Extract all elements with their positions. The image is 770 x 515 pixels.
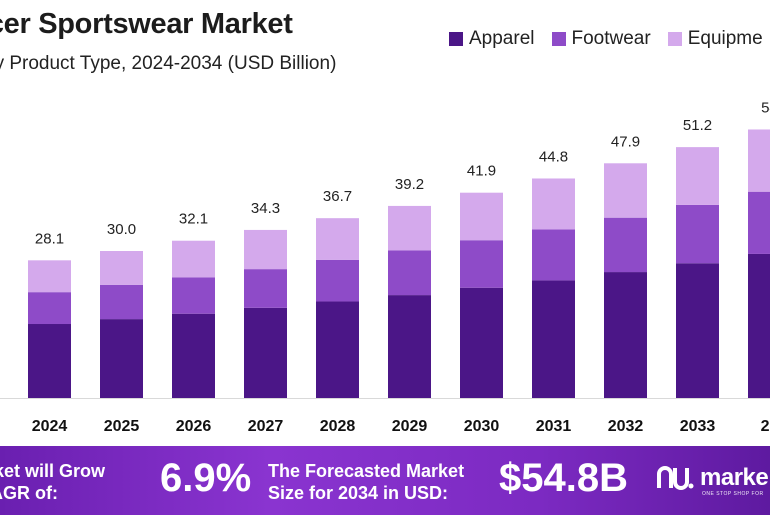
bar-apparel-2025: [100, 319, 143, 398]
legend: Apparel Footwear Equipme: [449, 28, 770, 50]
forecast-caption-line1: The Forecasted Market: [268, 461, 465, 481]
bar-apparel-2032: [604, 272, 647, 398]
chart-title: ccer Sportswear Market: [0, 8, 293, 40]
bar-apparel-20: [748, 253, 770, 398]
legend-swatch-apparel: [449, 32, 463, 46]
bar-footwear-2033: [676, 204, 719, 264]
bar-equipme-2031: [532, 178, 575, 230]
bar-footwear-2032: [604, 217, 647, 273]
bar-apparel-2024: [28, 324, 71, 398]
bar-footwear-2028: [316, 259, 359, 302]
x-tick-label-2029: 2029: [392, 418, 428, 435]
total-label-2032: 47.9: [611, 133, 640, 150]
bar-equipme-2025: [100, 251, 143, 285]
legend-item-footwear: Footwear: [551, 28, 651, 50]
total-label-2026: 32.1: [179, 211, 208, 228]
legend-label-apparel: Apparel: [469, 28, 535, 49]
brand-logo-text: marke: [700, 464, 769, 491]
x-tick-label-2031: 2031: [536, 418, 572, 435]
forecast-value: $54.8B: [499, 456, 628, 500]
bar-footwear-2030: [460, 240, 503, 288]
x-tick-label-2025: 2025: [104, 418, 140, 435]
cagr-caption: Market will Grow e CAGR of:: [0, 460, 105, 504]
x-tick-label-2024: 2024: [32, 418, 68, 435]
bar-equipme-2024: [28, 260, 71, 293]
total-label-2029: 39.2: [395, 176, 424, 193]
legend-item-equipment: Equipme: [667, 28, 763, 50]
legend-item-apparel: Apparel: [449, 28, 535, 50]
bar-footwear-20: [748, 191, 770, 254]
total-label-2033: 51.2: [683, 117, 712, 134]
bar-equipme-2033: [676, 147, 719, 205]
cagr-caption-line1: Market will Grow: [0, 461, 106, 481]
total-label-2030: 41.9: [467, 163, 496, 180]
bar-equipme-2028: [316, 218, 359, 260]
x-tick-label-2028: 2028: [320, 418, 356, 435]
x-tick-label-2032: 2032: [608, 418, 644, 435]
cagr-caption-line2: e CAGR of:: [0, 483, 58, 503]
total-label-2028: 36.7: [323, 188, 352, 205]
total-label-2027: 34.3: [251, 200, 280, 217]
legend-label-equipment: Equipme: [687, 28, 763, 49]
bar-equipme-2026: [172, 240, 215, 278]
x-tick-label-2030: 2030: [464, 418, 500, 435]
bar-footwear-2026: [172, 277, 215, 314]
bar-footwear-2031: [532, 229, 575, 281]
forecast-caption: The Forecasted Market Size for 2034 in U…: [268, 460, 464, 504]
legend-swatch-footwear: [551, 32, 566, 46]
x-tick-label-20: 20: [761, 418, 770, 435]
bar-apparel-2031: [532, 280, 575, 398]
brand-logo-icon: [657, 466, 694, 490]
x-tick-label-2033: 2033: [680, 418, 716, 435]
chart-subtitle: by Product Type, 2024-2034 (USD Billion): [0, 53, 337, 74]
brand-logo-tagline: ONE STOP SHOP FOR: [702, 491, 764, 497]
bar-chart: 28.1 2024 30.0 2025 32.1 2026 34.3 2027 36.7 2028…: [0, 99, 770, 435]
bar-equipme-2027: [244, 229, 287, 270]
bar-apparel-2028: [316, 301, 359, 398]
bar-equipme-2030: [460, 192, 503, 241]
brand-logo: marke ONE STOP SHOP FOR: [656, 464, 769, 497]
bar-equipme-20: [748, 129, 770, 192]
cagr-value: 6.9%: [160, 456, 252, 500]
forecast-caption-line2: Size for 2034 in USD:: [268, 483, 449, 503]
total-label-20: 54: [761, 99, 770, 116]
bar-apparel-2033: [676, 263, 719, 398]
bar-footwear-2027: [244, 269, 287, 308]
x-tick-label-2026: 2026: [176, 418, 212, 435]
legend-label-footwear: Footwear: [571, 28, 651, 49]
x-tick-label-2027: 2027: [248, 418, 284, 435]
legend-swatch-equipment: [667, 32, 682, 46]
bar-apparel-2026: [172, 313, 215, 398]
total-label-2025: 30.0: [107, 221, 136, 238]
bar-apparel-2030: [460, 287, 503, 398]
bar-footwear-2025: [100, 284, 143, 320]
bar-footwear-2029: [388, 250, 431, 296]
bar-footwear-2024: [28, 292, 71, 325]
bar-equipme-2029: [388, 205, 431, 251]
info-banner: Market will Grow e CAGR of: 6.9% The For…: [0, 446, 770, 515]
bar-equipme-2032: [604, 163, 647, 218]
bar-apparel-2029: [388, 295, 431, 398]
total-label-2031: 44.8: [539, 148, 568, 165]
total-label-2024: 28.1: [35, 230, 64, 247]
bar-apparel-2027: [244, 307, 287, 398]
